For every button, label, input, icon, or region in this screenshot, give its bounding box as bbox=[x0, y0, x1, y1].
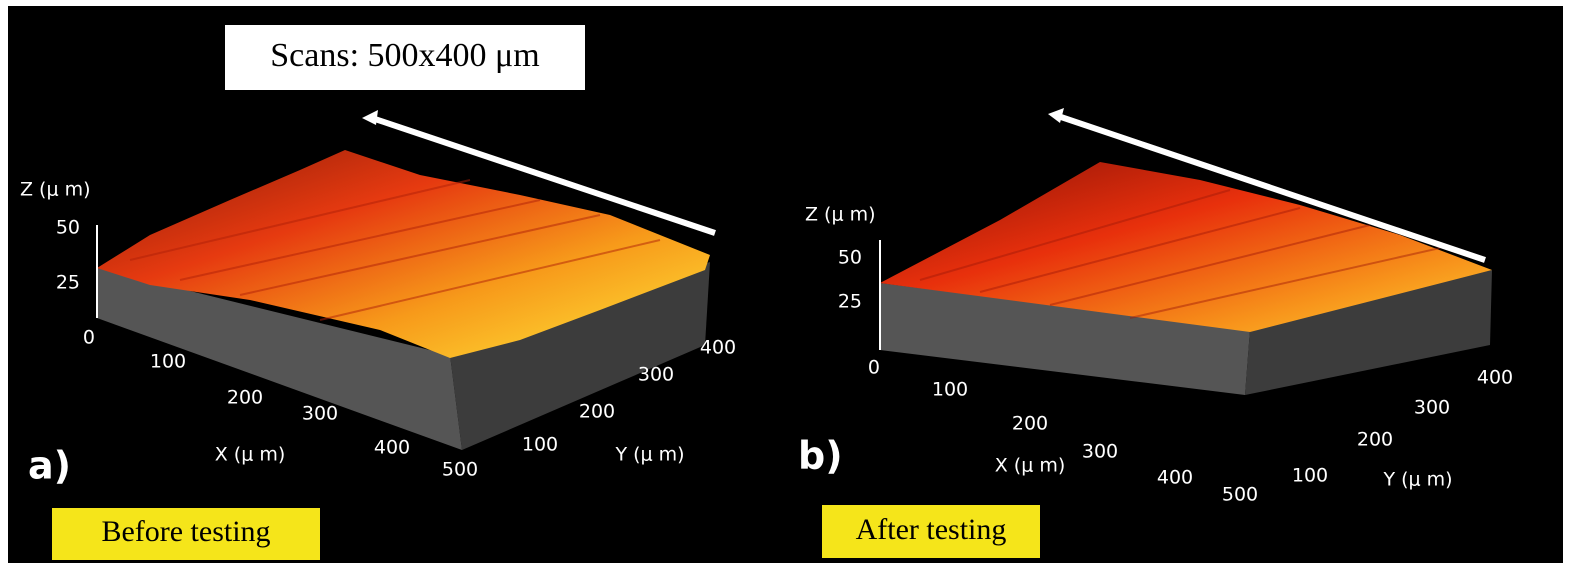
banner: Scans: 500x400 μm bbox=[270, 37, 539, 74]
ridges bbox=[919, 189, 1441, 319]
x-axis-label: X (μ m) bbox=[215, 444, 286, 466]
z-tick: 25 bbox=[838, 291, 862, 313]
x-tick: 300 bbox=[1082, 441, 1118, 463]
y-tick: 400 bbox=[700, 337, 736, 359]
y-axis-label: Y (μ m) bbox=[614, 444, 684, 466]
y-tick: 200 bbox=[1357, 429, 1393, 451]
x-tick: 200 bbox=[1012, 413, 1048, 435]
x-axis-label: X (μ m) bbox=[995, 455, 1066, 477]
y-axis-label: Y (μ m) bbox=[1382, 469, 1452, 491]
surface-top bbox=[880, 162, 1492, 332]
surface-b bbox=[880, 162, 1492, 395]
panel-label: a) bbox=[28, 444, 71, 488]
arrow bbox=[1057, 113, 1486, 263]
z-tick: 25 bbox=[56, 272, 80, 294]
caption-box bbox=[52, 508, 320, 560]
surface-a bbox=[97, 150, 710, 450]
x-tick: 300 bbox=[302, 403, 338, 425]
arrow bbox=[371, 115, 716, 236]
panel-label: b) bbox=[798, 434, 843, 478]
x-tick: 400 bbox=[1157, 467, 1193, 489]
y-tick: 300 bbox=[638, 364, 674, 386]
x-tick: 100 bbox=[150, 351, 186, 373]
x-tick: 500 bbox=[442, 459, 478, 481]
z-tick: 50 bbox=[56, 217, 80, 239]
side-face bbox=[880, 283, 1250, 395]
y-tick: 100 bbox=[1292, 465, 1328, 487]
side-face bbox=[450, 262, 710, 450]
banner-box bbox=[225, 25, 585, 90]
x-tick: 100 bbox=[932, 379, 968, 401]
y-tick: 400 bbox=[1477, 367, 1513, 389]
caption-box bbox=[822, 505, 1040, 558]
x-tick: 500 bbox=[1222, 484, 1258, 506]
x-tick: 400 bbox=[374, 437, 410, 459]
z-tick: 50 bbox=[838, 247, 862, 269]
y-tick: 100 bbox=[522, 434, 558, 456]
z-axis-label: Z (μ m) bbox=[805, 204, 876, 226]
caption: Before testing bbox=[101, 515, 270, 548]
y-tick: 200 bbox=[579, 401, 615, 423]
caption: After testing bbox=[856, 513, 1007, 546]
z-tick: 0 bbox=[868, 357, 880, 379]
y-tick: 300 bbox=[1414, 397, 1450, 419]
z-tick: 0 bbox=[83, 327, 95, 349]
ridges bbox=[129, 179, 661, 321]
surface-top bbox=[97, 150, 710, 358]
x-tick: 200 bbox=[227, 387, 263, 409]
side-face bbox=[1245, 270, 1492, 395]
z-axis-label: Z (μ m) bbox=[20, 179, 91, 201]
side-face bbox=[97, 268, 462, 450]
